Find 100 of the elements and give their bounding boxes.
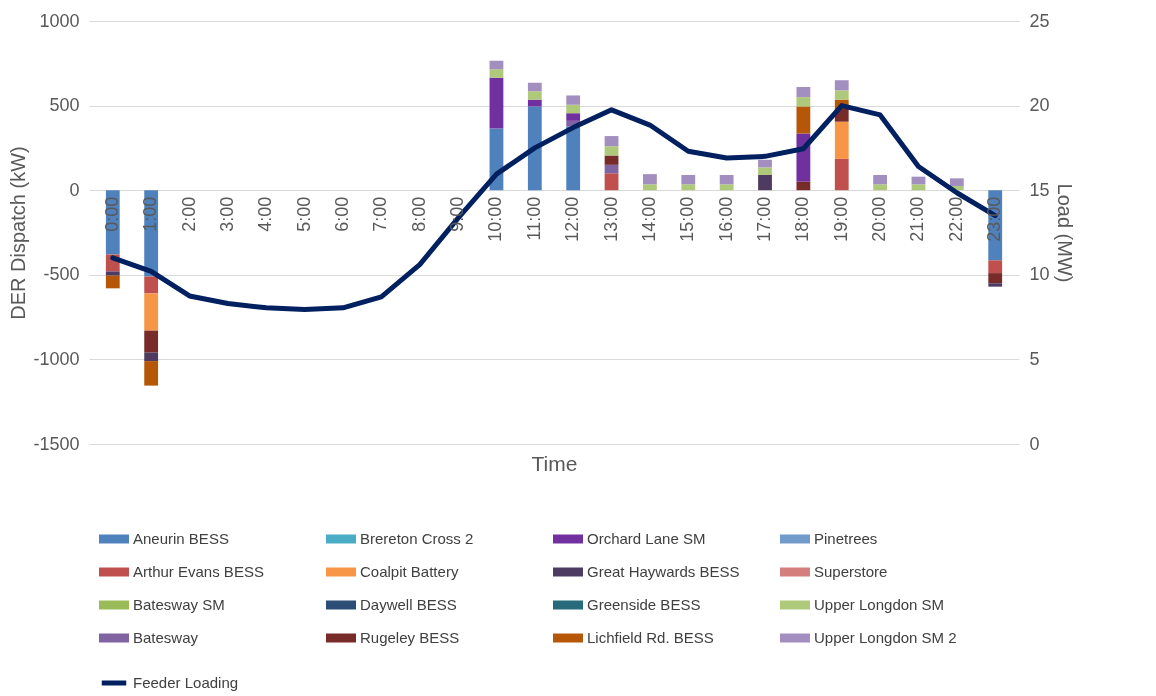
bar bbox=[873, 184, 888, 191]
x-tick-label: 0:00 bbox=[101, 196, 122, 232]
bar bbox=[796, 97, 811, 107]
x-tick-label: 22:00 bbox=[945, 196, 966, 242]
bar bbox=[911, 184, 926, 191]
legend-label: Arthur Evans BESS bbox=[133, 563, 264, 580]
x-tick-label: 1:00 bbox=[140, 196, 161, 232]
bar bbox=[144, 352, 159, 362]
bar bbox=[681, 174, 696, 185]
bar bbox=[566, 95, 581, 105]
y-tick-label: 500 bbox=[49, 95, 80, 116]
bar bbox=[527, 99, 542, 107]
bar bbox=[834, 121, 849, 159]
y-tick-label: -500 bbox=[43, 264, 80, 285]
bar bbox=[988, 260, 1003, 274]
bar bbox=[834, 90, 849, 100]
bar bbox=[604, 155, 619, 165]
legend-label: Great Haywards BESS bbox=[587, 563, 740, 580]
bar bbox=[988, 283, 1003, 287]
legend-label: Aneurin BESS bbox=[133, 530, 229, 547]
bar bbox=[796, 86, 811, 98]
bar bbox=[604, 173, 619, 191]
bar bbox=[873, 174, 888, 185]
bar bbox=[834, 80, 849, 91]
y-tick-label: 1000 bbox=[39, 10, 80, 31]
bar bbox=[527, 91, 542, 100]
bar bbox=[796, 181, 811, 191]
y-axis-title: DER Dispatch (kW) bbox=[7, 146, 30, 320]
x-tick-label: 13:00 bbox=[600, 196, 621, 242]
legend-label: Feeder Loading bbox=[133, 674, 239, 691]
bar bbox=[758, 159, 772, 168]
bar bbox=[681, 184, 696, 191]
y2-axis-title: Load (MW) bbox=[1053, 183, 1076, 283]
bar bbox=[144, 293, 159, 331]
x-tick-label: 21:00 bbox=[907, 196, 928, 242]
y2-tick-label: 5 bbox=[1029, 348, 1040, 369]
x-tick-label: 3:00 bbox=[216, 196, 237, 232]
x-tick-label: 15:00 bbox=[677, 196, 698, 242]
y2-tick-label: 25 bbox=[1029, 10, 1050, 31]
y2-tick-label: 10 bbox=[1029, 264, 1050, 285]
bar bbox=[566, 126, 581, 191]
bar bbox=[144, 330, 159, 353]
bar bbox=[566, 113, 581, 121]
y-tick-label: -1500 bbox=[33, 433, 80, 454]
bar bbox=[988, 273, 1003, 284]
bar bbox=[489, 77, 504, 129]
x-tick-label: 9:00 bbox=[447, 196, 468, 232]
bar bbox=[758, 174, 772, 191]
x-tick-label: 6:00 bbox=[331, 196, 352, 232]
legend-label: Batesway SM bbox=[133, 596, 225, 613]
legend-label: Upper Longdon SM 2 bbox=[814, 629, 957, 646]
bar bbox=[949, 178, 964, 186]
legend-label: Lichfield Rd. BESS bbox=[587, 629, 714, 646]
x-tick-label: 4:00 bbox=[255, 196, 276, 232]
x-tick-label: 12:00 bbox=[562, 196, 583, 242]
legend-label: Greenside BESS bbox=[587, 596, 701, 613]
x-tick-label: 10:00 bbox=[485, 196, 506, 242]
legend-label: Brereton Cross 2 bbox=[360, 530, 474, 547]
x-tick-label: 20:00 bbox=[869, 196, 890, 242]
bar bbox=[719, 184, 734, 191]
bar bbox=[834, 158, 849, 191]
bar bbox=[643, 174, 657, 185]
legend-label: Orchard Lane SM bbox=[587, 530, 706, 547]
bar bbox=[719, 174, 734, 185]
legend-label: Daywell BESS bbox=[360, 596, 457, 613]
x-tick-label: 23:00 bbox=[984, 196, 1005, 242]
x-tick-label: 11:00 bbox=[523, 196, 544, 241]
y2-tick-label: 15 bbox=[1029, 179, 1050, 200]
bar bbox=[105, 275, 120, 289]
x-tick-label: 17:00 bbox=[754, 196, 775, 242]
y-tick-label: 0 bbox=[69, 179, 80, 200]
legend-label: Superstore bbox=[814, 563, 888, 580]
y2-tick-label: 0 bbox=[1029, 433, 1040, 454]
bar bbox=[144, 361, 159, 386]
y2-tick-label: 20 bbox=[1029, 95, 1050, 116]
y-tick-label: -1000 bbox=[33, 348, 80, 369]
legend-label: Pinetrees bbox=[814, 530, 878, 547]
legend-label: Coalpit Battery bbox=[360, 563, 459, 580]
x-axis-title: Time bbox=[531, 451, 578, 475]
bar bbox=[527, 82, 542, 92]
bar bbox=[796, 106, 811, 134]
x-tick-label: 8:00 bbox=[408, 196, 429, 232]
bar bbox=[489, 69, 504, 78]
legend-label: Upper Longdon SM bbox=[814, 596, 945, 613]
bar bbox=[144, 276, 159, 294]
bar bbox=[758, 167, 772, 175]
x-tick-label: 16:00 bbox=[715, 196, 736, 242]
bar bbox=[527, 106, 542, 191]
bar bbox=[643, 184, 657, 191]
bar bbox=[105, 271, 120, 276]
bar bbox=[566, 104, 581, 114]
x-tick-label: 2:00 bbox=[178, 196, 199, 232]
bar bbox=[604, 146, 619, 156]
x-tick-label: 14:00 bbox=[638, 196, 659, 242]
legend-label: Batesway bbox=[133, 629, 199, 646]
x-tick-label: 18:00 bbox=[792, 196, 813, 242]
x-tick-label: 19:00 bbox=[830, 196, 851, 242]
x-tick-label: 7:00 bbox=[370, 196, 391, 232]
x-tick-label: 5:00 bbox=[293, 196, 314, 232]
legend-label: Rugeley BESS bbox=[360, 629, 460, 646]
